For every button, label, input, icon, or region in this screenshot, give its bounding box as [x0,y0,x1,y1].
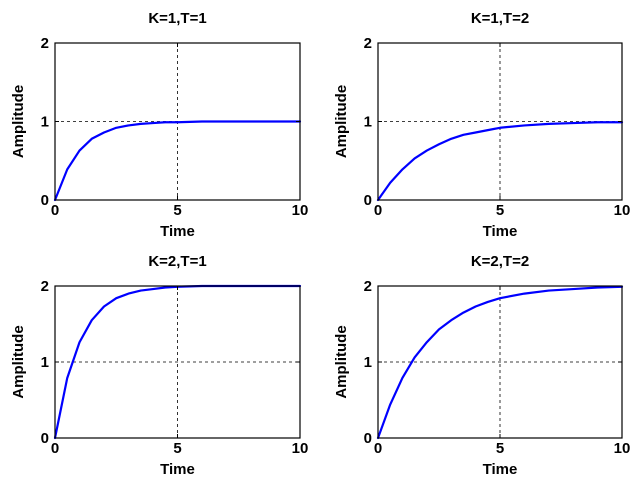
x-tick-label: 0 [51,202,59,219]
x-axis-label: Time [160,461,195,478]
y-tick-label: 1 [41,114,49,131]
y-tick-label: 0 [41,430,49,447]
subplot-title: K=1,T=2 [471,10,529,27]
subplot-2: 0 5 10 0 1 2 K=1,T=2 Time Amplitude [333,10,630,240]
y-tick-label: 0 [41,192,49,209]
x-tick-label: 10 [292,202,309,219]
x-axis-label: Time [160,223,195,240]
subplot-title: K=2,T=1 [148,253,206,270]
y-tick-label: 2 [41,35,49,52]
y-tick-label: 1 [364,354,372,371]
subplot-3: 0 5 10 0 1 2 K=2,T=1 Time Amplitude [10,253,308,478]
series-line [376,121,624,202]
y-tick-label: 2 [41,278,49,295]
x-tick-label: 0 [51,440,59,457]
x-axis-label: Time [483,223,518,240]
x-tick-label: 0 [374,440,382,457]
y-tick-label: 2 [364,35,372,52]
y-tick-label: 1 [41,354,49,371]
subplot-4: 0 5 10 0 1 2 K=2,T=2 Time Amplitude [333,253,630,478]
y-tick-label: 1 [364,114,372,131]
y-axis-label: Amplitude [10,85,27,158]
x-tick-label: 10 [292,440,309,457]
x-tick-label: 10 [614,440,631,457]
y-tick-label: 0 [364,192,372,209]
subplot-title: K=2,T=2 [471,253,529,270]
subplot-1: 0 5 10 0 1 2 K=1,T=1 Time Amplitude [10,10,308,240]
y-tick-label: 0 [364,430,372,447]
y-axis-label: Amplitude [333,325,350,398]
y-tick-label: 2 [364,278,372,295]
x-tick-label: 5 [496,440,504,457]
x-tick-label: 5 [173,440,181,457]
x-axis-label: Time [483,461,518,478]
x-tick-label: 0 [374,202,382,219]
x-tick-label: 5 [173,202,181,219]
y-axis-label: Amplitude [333,85,350,158]
x-tick-label: 10 [614,202,631,219]
series-line [376,285,624,440]
subplot-title: K=1,T=1 [148,10,206,27]
series-line [53,120,302,202]
x-tick-label: 5 [496,202,504,219]
y-axis-label: Amplitude [10,325,27,398]
